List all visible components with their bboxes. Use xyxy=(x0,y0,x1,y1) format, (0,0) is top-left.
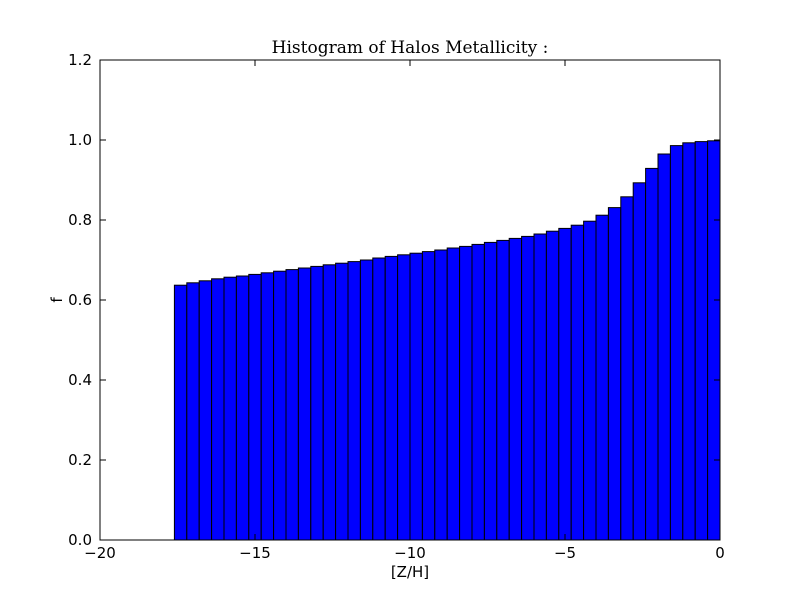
bar xyxy=(583,220,597,541)
y-tick-label: 1.2 xyxy=(68,51,92,69)
bar xyxy=(707,140,721,541)
bar xyxy=(211,278,225,541)
y-tick-label: 1.0 xyxy=(68,131,92,149)
y-tick-label: 0.2 xyxy=(68,451,92,469)
bar xyxy=(521,235,535,541)
bar xyxy=(285,269,299,541)
y-axis-label: f xyxy=(48,297,66,303)
plot-frame xyxy=(99,59,721,541)
bar xyxy=(186,282,200,541)
bar xyxy=(359,259,374,541)
bar xyxy=(322,264,337,541)
bar xyxy=(632,182,647,541)
bar xyxy=(273,270,287,541)
bar xyxy=(372,257,386,541)
bar xyxy=(223,276,237,541)
bar xyxy=(297,267,312,541)
bar xyxy=(384,255,399,541)
bar xyxy=(434,249,448,541)
bar xyxy=(694,141,709,541)
y-tick-label: 0.8 xyxy=(68,211,92,229)
bar xyxy=(669,145,684,541)
x-tick-label: −15 xyxy=(239,544,271,562)
bar xyxy=(471,243,485,541)
x-axis-label: [Z/H] xyxy=(391,563,429,581)
bar xyxy=(533,233,547,541)
y-tick-label: 0.0 xyxy=(68,531,92,549)
bar xyxy=(310,265,324,541)
bar xyxy=(558,227,572,541)
bar xyxy=(446,247,461,541)
bar xyxy=(397,254,411,541)
y-tick-label: 0.6 xyxy=(68,291,92,309)
bar xyxy=(409,252,423,541)
x-tick-label: 0 xyxy=(715,544,725,562)
bar xyxy=(595,214,609,541)
bar xyxy=(607,207,622,541)
bar xyxy=(173,284,188,541)
bar xyxy=(483,241,498,541)
bar xyxy=(459,245,473,541)
bar xyxy=(657,153,671,541)
chart-title: Histogram of Halos Metallicity : xyxy=(272,38,549,58)
y-tick-label: 0.4 xyxy=(68,371,92,389)
bar xyxy=(645,167,659,541)
bar xyxy=(570,224,585,541)
bar xyxy=(248,273,262,541)
bar xyxy=(260,272,275,541)
bar xyxy=(508,237,523,541)
bar xyxy=(496,239,510,541)
bar xyxy=(198,280,213,541)
bar xyxy=(682,142,696,541)
x-tick-label: −5 xyxy=(554,544,576,562)
bar xyxy=(545,230,560,541)
bar xyxy=(347,261,361,541)
x-tick-label: −10 xyxy=(394,544,426,562)
bar xyxy=(620,196,634,541)
bar xyxy=(335,262,349,541)
bar xyxy=(235,275,250,541)
x-tick-label: −20 xyxy=(84,544,116,562)
bar xyxy=(421,251,436,541)
